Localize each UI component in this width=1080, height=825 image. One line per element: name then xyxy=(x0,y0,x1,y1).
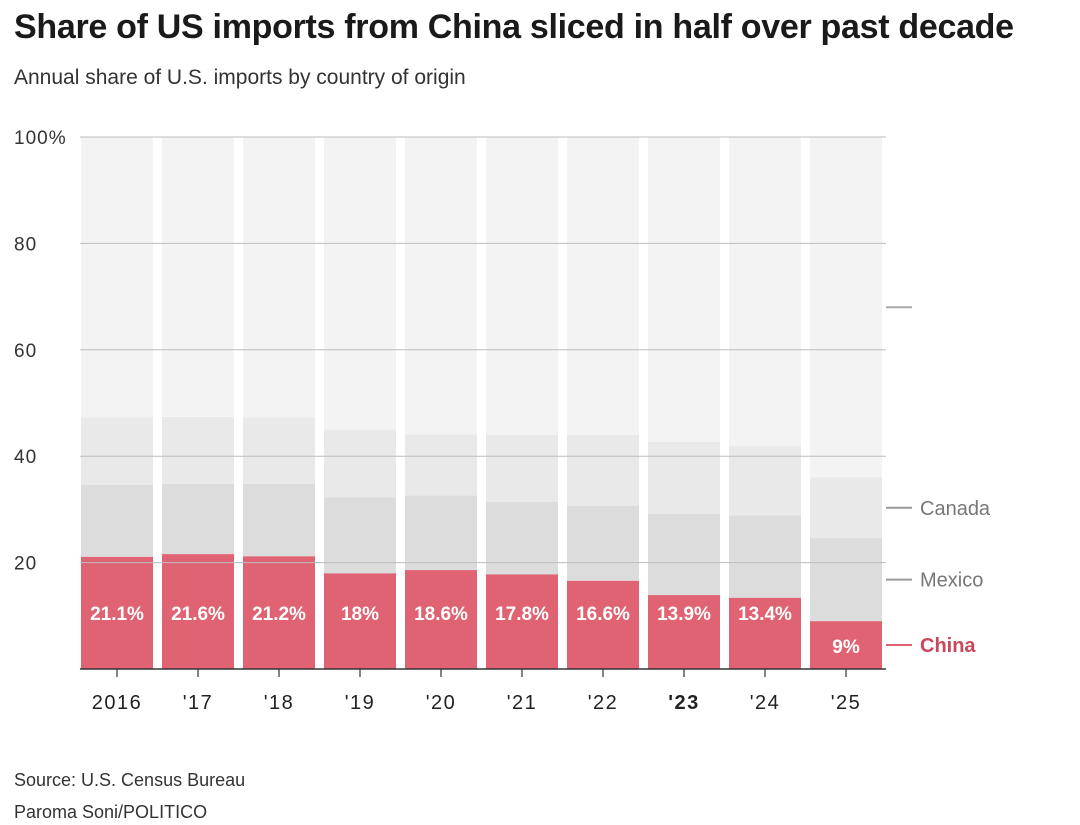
bar-mexico xyxy=(243,483,315,557)
x-tick-label: '20 xyxy=(426,692,457,714)
bar-rest-of-world xyxy=(405,137,477,435)
x-tick-label: '21 xyxy=(507,692,538,714)
bar-mexico xyxy=(648,513,720,596)
bar-mexico xyxy=(810,538,882,622)
credit-note: Paroma Soni/POLITICO xyxy=(14,802,208,822)
bar-china xyxy=(81,556,153,669)
y-tick-label: 80 xyxy=(14,234,37,255)
x-tick-label: '18 xyxy=(264,692,295,714)
y-tick-label: 40 xyxy=(14,447,37,468)
bar-rest-of-world xyxy=(567,137,639,435)
china-value-label: 13.4% xyxy=(738,604,792,625)
y-tick-label: 20 xyxy=(14,554,37,575)
china-value-label: 13.9% xyxy=(657,604,711,625)
bar-rest-of-world xyxy=(810,137,882,478)
x-tick-label: '23 xyxy=(668,692,700,714)
bar-canada xyxy=(162,416,234,484)
bar-rest-of-world xyxy=(243,137,315,418)
bar-china xyxy=(486,574,558,669)
stacked-bar-chart: 20 40 60 80 100% 2016 '17 '18 '19 '20 '21 '22 '23 '24… xyxy=(14,128,991,714)
bar-canada xyxy=(81,417,153,485)
bar-china xyxy=(162,554,234,669)
bar-china xyxy=(243,556,315,669)
bar-canada xyxy=(243,417,315,484)
bar-canada xyxy=(324,429,396,498)
source-note: Source: U.S. Census Bureau xyxy=(14,770,246,790)
bar-rest-of-world xyxy=(729,137,801,447)
bar-mexico xyxy=(486,501,558,575)
series-label-mexico: Mexico xyxy=(920,570,983,592)
bar-canada xyxy=(810,477,882,539)
bar-rest-of-world xyxy=(324,137,396,430)
x-tick-label: '25 xyxy=(831,692,862,714)
y-tick-label: 100% xyxy=(14,128,67,149)
bar-mexico xyxy=(162,483,234,555)
china-value-label: 21.1% xyxy=(90,604,144,625)
x-tick-label: '19 xyxy=(345,692,376,714)
y-tick-label: 60 xyxy=(14,341,37,362)
bar-rest-of-world xyxy=(486,137,558,435)
china-value-label: 9% xyxy=(832,637,860,658)
bar-china xyxy=(648,595,720,669)
bar-mexico xyxy=(729,515,801,598)
bar-canada xyxy=(648,441,720,514)
china-value-label: 21.2% xyxy=(252,604,306,625)
bar-canada xyxy=(567,434,639,506)
china-value-label: 18.6% xyxy=(414,604,468,625)
bar-rest-of-world xyxy=(81,137,153,418)
bar-canada xyxy=(405,434,477,496)
bar-china xyxy=(405,570,477,669)
china-value-label: 21.6% xyxy=(171,604,225,625)
bar-china xyxy=(810,621,882,669)
bar-china xyxy=(567,580,639,669)
bar-canada xyxy=(729,446,801,516)
chart-title: Share of US imports from China sliced in… xyxy=(14,8,1014,46)
series-label-china: China xyxy=(920,635,976,657)
bar-china xyxy=(324,573,396,669)
chart-subtitle: Annual share of U.S. imports by country … xyxy=(14,66,466,89)
bar-china xyxy=(729,597,801,669)
bar-canada xyxy=(486,434,558,502)
x-tick-label: '22 xyxy=(588,692,619,714)
series-label-canada: Canada xyxy=(920,498,991,520)
china-value-label: 17.8% xyxy=(495,604,549,625)
bar-mexico xyxy=(567,505,639,581)
x-tick-label: '17 xyxy=(183,692,214,714)
bar-rest-of-world xyxy=(648,137,720,442)
x-tick-label: '24 xyxy=(750,692,781,714)
bar-mexico xyxy=(324,497,396,574)
china-value-label: 16.6% xyxy=(576,604,630,625)
bar-rest-of-world xyxy=(162,137,234,417)
bar-mexico xyxy=(81,484,153,557)
bar-mexico xyxy=(405,495,477,571)
x-tick-label: 2016 xyxy=(92,692,143,714)
china-value-label: 18% xyxy=(341,604,379,625)
